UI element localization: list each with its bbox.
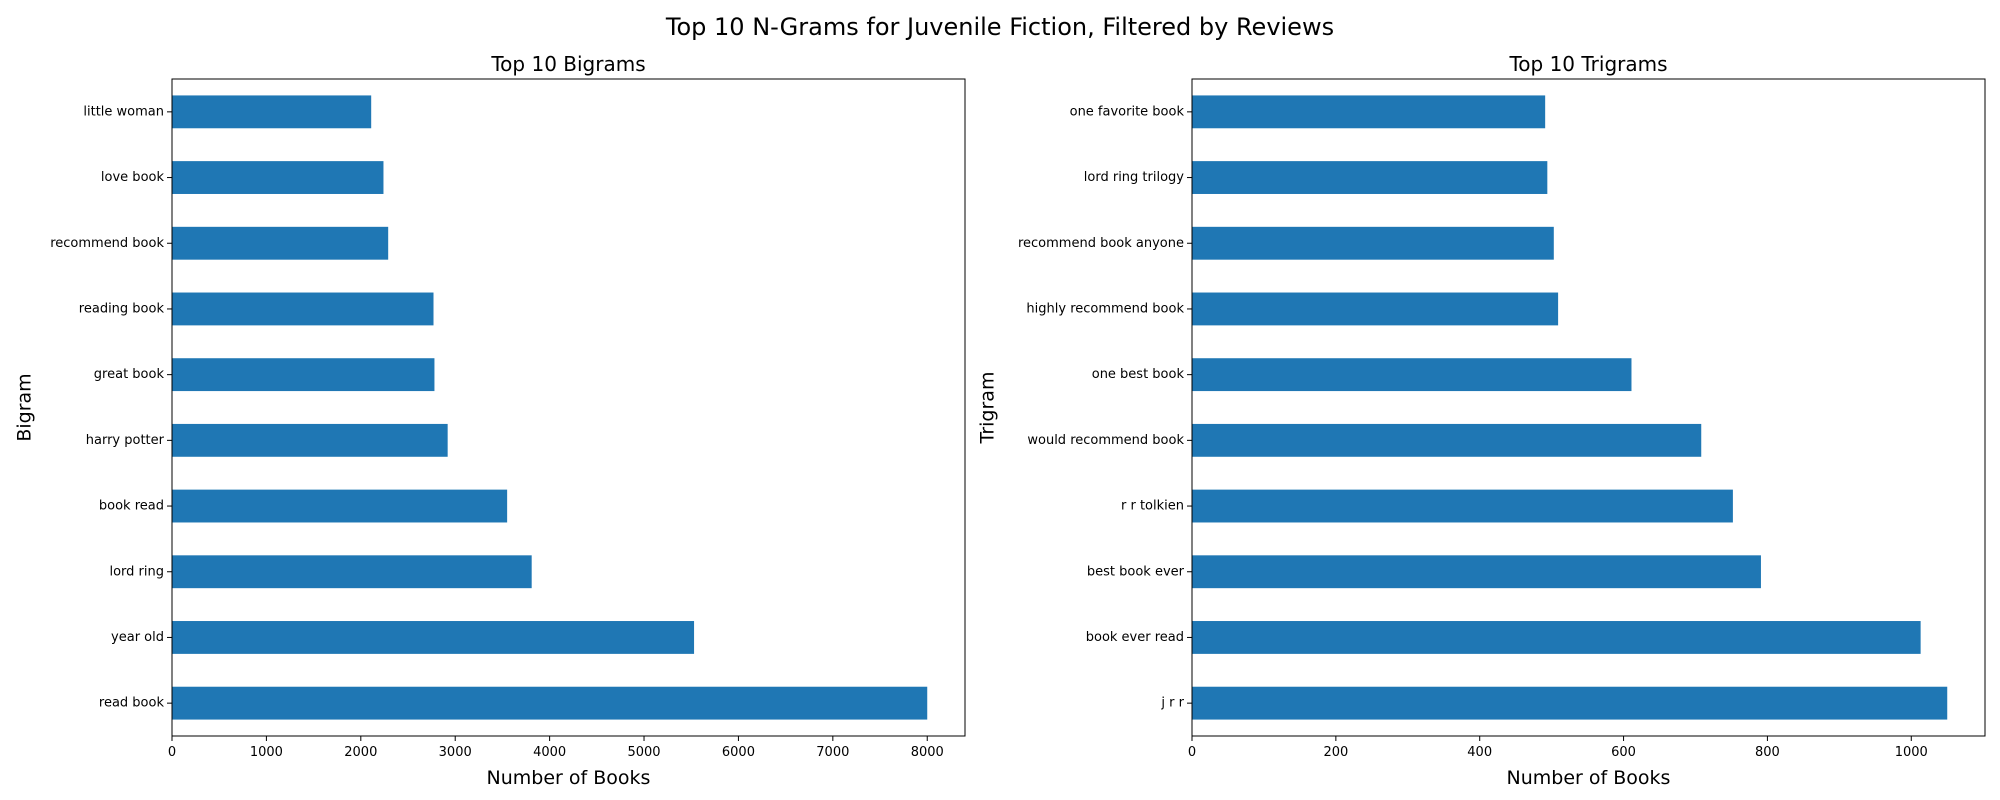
trigram-category-label: r r tolkien <box>1121 499 1184 514</box>
trigram-x-tick-label: 800 <box>1755 745 1780 760</box>
bigram-bar <box>172 95 372 129</box>
bigram-category-label: great book <box>94 367 165 382</box>
trigram-category-label: recommend book anyone <box>1018 236 1184 251</box>
trigram-category-label: best book ever <box>1087 564 1185 579</box>
trigram-x-tick-label: 1000 <box>1895 745 1928 760</box>
bigram-bar <box>172 686 928 720</box>
bigram-x-tick-label: 1000 <box>250 745 283 760</box>
bigram-x-axis-label: Number of Books <box>487 767 651 789</box>
trigram-x-tick-label: 600 <box>1611 745 1636 760</box>
bigram-bar <box>172 226 389 260</box>
trigram-category-label: one best book <box>1092 367 1185 382</box>
bigram-bar <box>172 423 448 457</box>
trigram-bar <box>1192 358 1632 392</box>
trigram-x-axis-label: Number of Books <box>1507 767 1671 789</box>
trigram-x-tick-label: 400 <box>1467 745 1492 760</box>
bigram-bar <box>172 292 434 326</box>
bigram-category-label: little woman <box>83 104 164 119</box>
trigram-category-label: one favorite book <box>1070 104 1185 119</box>
bigram-x-tick-label: 7000 <box>816 745 849 760</box>
trigram-x-tick-label: 0 <box>1188 745 1196 760</box>
trigram-bar <box>1192 621 1921 654</box>
trigram-y-axis-label: Trigram <box>977 372 999 445</box>
trigram-bar <box>1192 226 1554 260</box>
bigram-bar <box>172 489 508 523</box>
bigram-category-label: lord ring <box>109 564 164 579</box>
trigram-category-label: lord ring trilogy <box>1084 170 1185 185</box>
trigram-category-label: highly recommend book <box>1026 301 1184 316</box>
bigram-x-tick-label: 3000 <box>439 745 472 760</box>
bigram-bar <box>172 621 695 654</box>
bigram-category-label: harry potter <box>86 433 165 448</box>
bigram-bar <box>172 161 384 194</box>
trigram-title: Top 10 Trigrams <box>1508 52 1667 76</box>
bigram-x-tick-label: 6000 <box>722 745 755 760</box>
trigram-category-label: j r r <box>1160 696 1184 711</box>
trigram-bar <box>1192 161 1548 194</box>
bigram-category-label: year old <box>111 630 164 645</box>
bigram-category-label: love book <box>101 170 165 185</box>
trigram-category-label: would recommend book <box>1027 433 1184 448</box>
bigram-category-label: book read <box>99 499 164 514</box>
bigram-category-label: reading book <box>79 301 165 316</box>
bigram-x-tick-label: 0 <box>168 745 176 760</box>
trigram-bar <box>1192 95 1546 129</box>
trigram-bar <box>1192 423 1702 457</box>
bigram-bar <box>172 555 532 589</box>
trigram-category-label: book ever read <box>1086 630 1184 645</box>
bigram-x-tick-label: 4000 <box>533 745 566 760</box>
bigram-category-label: recommend book <box>50 236 164 251</box>
bigram-x-tick-label: 2000 <box>344 745 377 760</box>
bigram-x-tick-label: 8000 <box>911 745 944 760</box>
trigram-plot-frame <box>1191 78 1986 737</box>
trigram-bar <box>1192 555 1761 589</box>
bigram-bar <box>172 358 435 392</box>
bigram-x-tick-label: 5000 <box>627 745 660 760</box>
trigram-x-tick-label: 200 <box>1323 745 1348 760</box>
trigram-bar <box>1192 292 1559 326</box>
bigram-y-axis-label: Bigram <box>14 373 36 441</box>
trigram-bar <box>1192 686 1948 720</box>
bigram-plot-frame <box>171 78 966 737</box>
bigram-category-label: read book <box>99 696 165 711</box>
figure-title: Top 10 N-Grams for Juvenile Fiction, Fil… <box>665 13 1335 41</box>
trigram-bar <box>1192 489 1733 523</box>
bigram-title: Top 10 Bigrams <box>490 52 645 76</box>
